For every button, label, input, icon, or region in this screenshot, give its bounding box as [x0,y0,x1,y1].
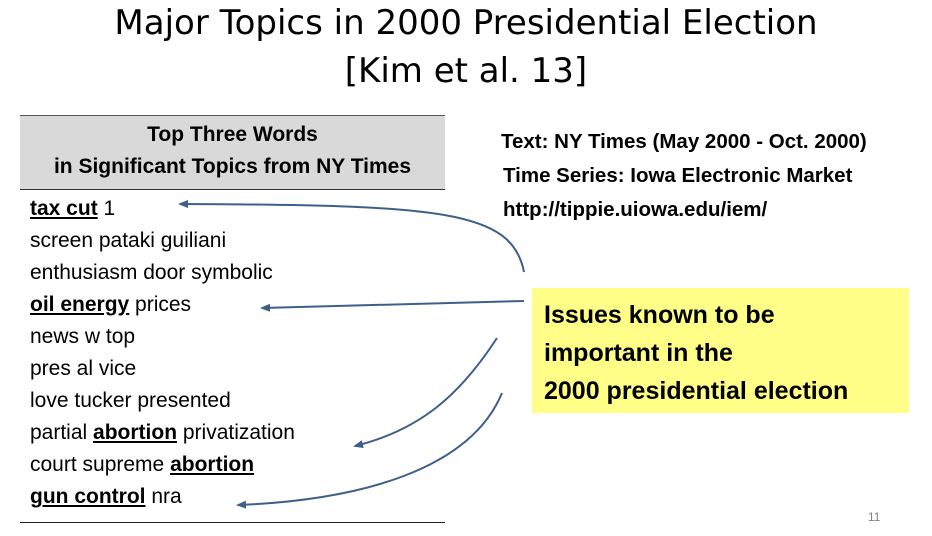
topic-row: gun control nra [30,481,450,513]
topic-words: enthusiasm door symbolic [30,261,273,284]
topic-row: screen pataki guiliani [30,225,450,257]
topic-words: pres al vice [30,357,137,380]
topic-row: court supreme abortion [30,449,450,481]
topic-keyword: gun control [30,485,146,508]
table-header-line1: Top Three Words [147,123,318,146]
data-source-info: Text: NY Times (May 2000 - Oct. 2000) Ti… [501,125,867,227]
callout-box: Issues known to be important in the 2000… [532,288,909,413]
topic-word: 1 [97,197,116,220]
source-url-line: http://tippie.uiowa.edu/iem/ [503,198,768,221]
topic-word-list: tax cut 1 screen pataki guiliani enthusi… [30,193,450,513]
topic-word: nra [145,485,182,508]
topic-word: prices [129,293,192,316]
topic-row: love tucker presented [30,385,450,417]
topic-row: tax cut 1 [30,193,450,225]
table-bottom-rule [20,522,445,523]
topic-row: partial abortion privatization [30,417,450,449]
topic-word: privatization [177,421,295,444]
page-number: 11 [868,510,881,524]
topic-row: news w top [30,321,450,353]
topic-keyword: tax cut [30,197,98,220]
topic-words: love tucker presented [30,389,231,412]
source-series-line: Time Series: Iowa Electronic Market [503,164,853,187]
topic-word: partial [30,421,94,444]
table-header-line2: in Significant Topics from NY Times [53,155,412,178]
callout-line2: important in the [544,339,733,367]
slide-title-line1: Major Topics in 2000 Presidential Electi… [114,3,818,43]
callout-line1: Issues known to be [544,301,775,329]
topic-keyword: abortion [170,453,255,476]
slide-title-citation: [Kim et al. 13] [344,51,588,91]
source-text-line: Text: NY Times (May 2000 - Oct. 2000) [501,130,867,153]
topic-words: news w top [30,325,136,348]
topic-row: pres al vice [30,353,450,385]
topic-word: court supreme [30,453,171,476]
topic-row: oil energy prices [30,289,450,321]
topic-keyword: abortion [93,421,178,444]
topic-words: screen pataki guiliani [30,229,227,252]
topic-keyword: oil energy [30,293,130,316]
topic-row: enthusiasm door symbolic [30,257,450,289]
callout-line3: 2000 presidential election [544,377,849,405]
table-header: Top Three Words in Significant Topics fr… [20,115,445,190]
